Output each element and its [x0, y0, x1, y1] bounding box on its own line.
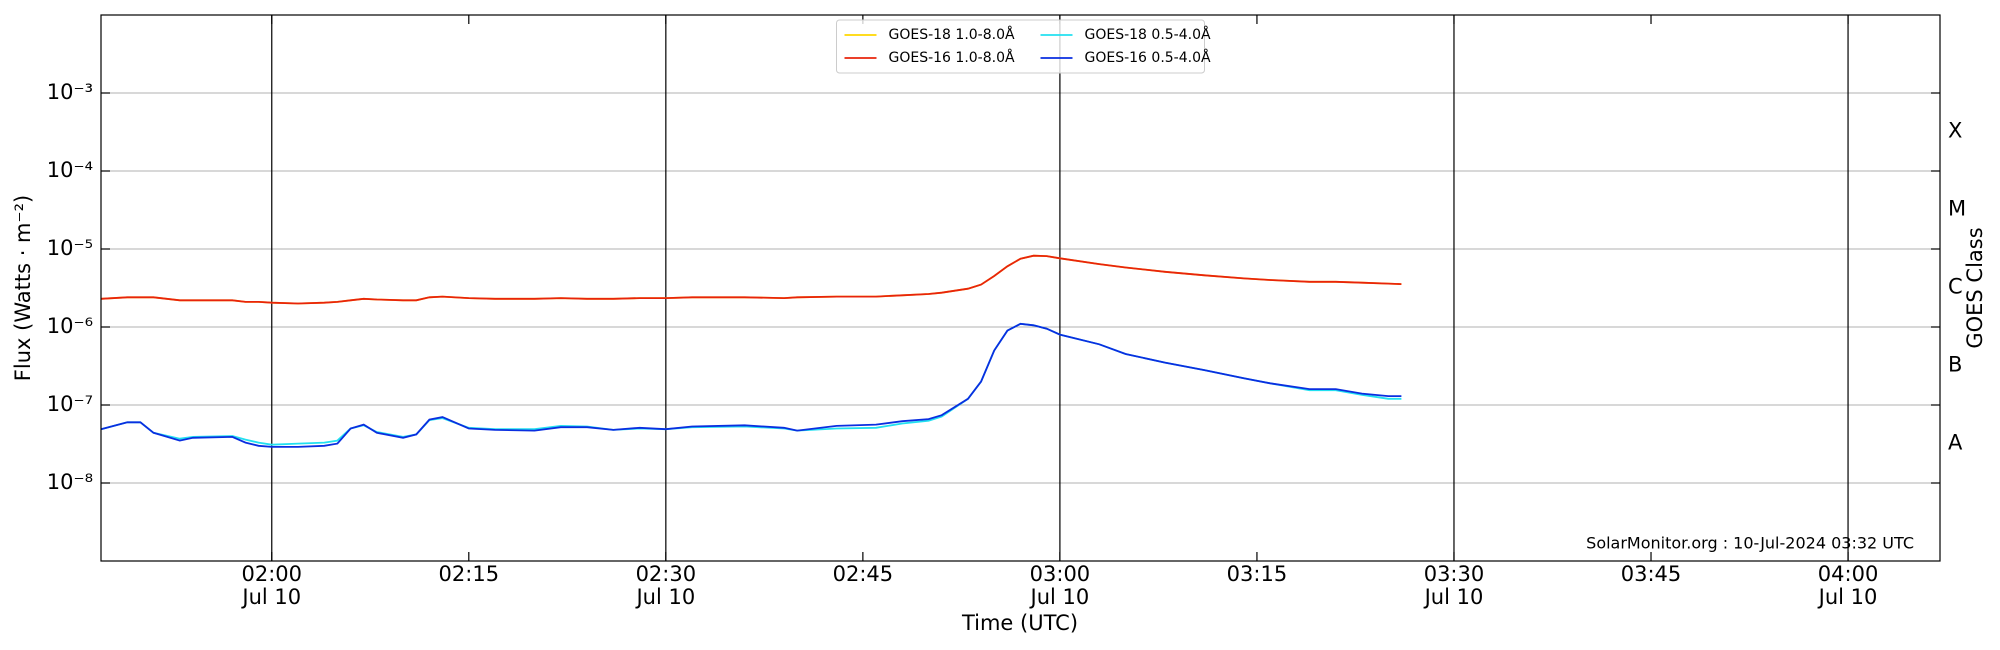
y2-tick-label: X: [1948, 119, 1962, 143]
y-tick-label: 10⁻⁵: [47, 236, 93, 260]
x-tick-label-line: Jul 10: [240, 585, 301, 609]
y-tick-label: 10⁻⁶: [47, 314, 93, 338]
legend-label: GOES-18 1.0-8.0Å: [889, 26, 1015, 43]
x-tick-label-line: 02:00: [241, 562, 302, 586]
y-tick-label: 10⁻³: [47, 80, 93, 104]
x-tick-label: 02:30 Jul 10: [634, 562, 696, 609]
y-tick-label: 10⁻⁴: [47, 158, 93, 182]
x-tick-label-line: Jul 10: [1423, 585, 1484, 609]
x-tick-label: 03:45: [1621, 562, 1682, 586]
x-axis-label: Time (UTC): [961, 611, 1078, 635]
x-tick-label: 02:00 Jul 10: [240, 562, 302, 609]
legend-label: GOES-16 1.0-8.0Å: [889, 49, 1015, 66]
x-tick-label: 03:15: [1227, 562, 1288, 586]
x-tick-label: 04:00 Jul 10: [1817, 562, 1879, 609]
x-tick-label-line: 04:00: [1818, 562, 1879, 586]
data-line: [100, 254, 1402, 305]
x-tick-label-line: 03:00: [1030, 562, 1091, 586]
y2-tick-label: A: [1948, 431, 1963, 455]
annotation: SolarMonitor.org : 10-Jul-2024 03:32 UTC: [1586, 534, 1914, 553]
x-tick-label-line: Jul 10: [1817, 585, 1878, 609]
x-tick-label: 02:15: [439, 562, 500, 586]
data-line: [100, 254, 1402, 305]
x-tick-label-line: 02:30: [636, 562, 697, 586]
plot-frame: [100, 14, 1941, 562]
y-tick-label: 10⁻⁸: [47, 470, 93, 494]
x-tick-label-line: Jul 10: [1029, 585, 1090, 609]
legend-box: [836, 19, 1205, 74]
y-tick-label: 10⁻⁷: [47, 392, 93, 416]
x-tick-label-line: 03:30: [1424, 562, 1485, 586]
x-tick-label: 03:00 Jul 10: [1029, 562, 1091, 609]
data-line: [100, 322, 1402, 448]
x-tick-label: 02:45: [833, 562, 894, 586]
legend-label: GOES-18 0.5-4.0Å: [1085, 26, 1211, 43]
legend-label: GOES-16 0.5-4.0Å: [1085, 49, 1211, 66]
x-tick-label: 03:30 Jul 10: [1423, 562, 1485, 609]
y2-tick-label: M: [1948, 197, 1966, 221]
y2-tick-label: B: [1948, 353, 1962, 377]
y2-tick-label: C: [1948, 275, 1963, 299]
y2-axis-label: GOES Class: [1963, 227, 1987, 348]
x-tick-label-line: Jul 10: [634, 585, 695, 609]
legend: GOES-18 1.0-8.0Å GOES-16 1.0-8.0Å GOES-18 …: [836, 19, 1211, 74]
y-axis-label: Flux (Watts · m⁻²): [11, 195, 35, 381]
